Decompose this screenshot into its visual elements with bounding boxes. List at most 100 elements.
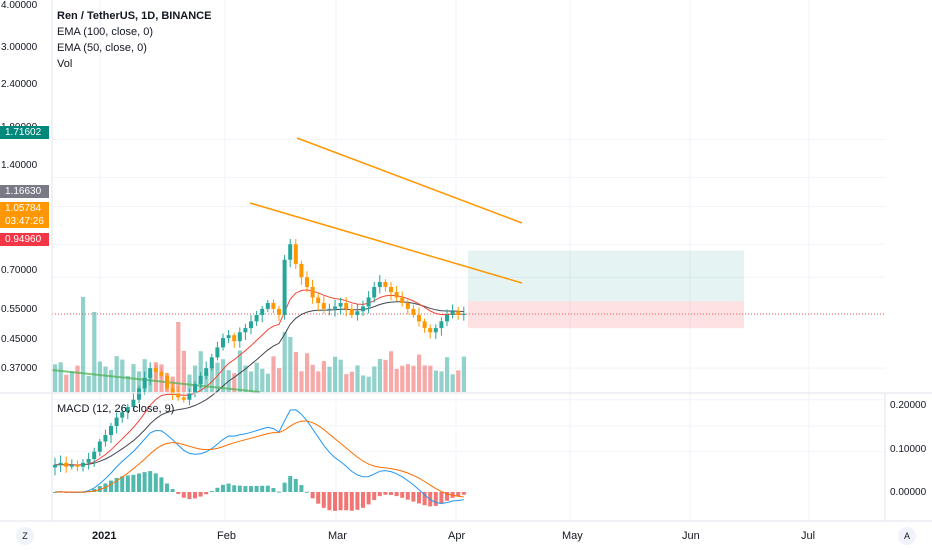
timezone-button[interactable]: Z [16, 527, 34, 545]
candle-body [181, 397, 186, 400]
candle-body [187, 392, 192, 400]
macd-histogram-bar [461, 492, 466, 495]
time-tick-label: Jul [801, 530, 816, 542]
macd-histogram-bar [254, 485, 259, 492]
candle-body [338, 303, 343, 307]
candle-body [58, 462, 63, 465]
macd-histogram-bar [305, 491, 309, 493]
candle-body [383, 282, 388, 287]
candle-body [422, 321, 427, 329]
price-tick-label: 2.40000 [1, 79, 38, 90]
candle-body [271, 303, 276, 309]
volume-bar [400, 365, 405, 392]
candle-body [361, 306, 365, 312]
symbol-title[interactable]: Ren / TetherUS, 1D, BINANCE [57, 10, 212, 22]
candle-body [81, 462, 85, 467]
candle-body [120, 412, 125, 418]
candle-body [344, 303, 349, 309]
volume-bar [383, 359, 388, 392]
volume-bar [344, 374, 349, 392]
macd-tick-label: 0.10000 [890, 444, 927, 455]
macd-histogram-bar [383, 492, 388, 495]
macd-histogram-bar [366, 492, 371, 505]
macd-legend[interactable]: MACD (12, 26, close, 9) [57, 403, 175, 415]
candle-body [153, 368, 158, 372]
macd-histogram-bar [232, 485, 237, 492]
candle-body [53, 464, 57, 468]
price-tick-label: 3.00000 [1, 42, 38, 53]
candle-body [299, 263, 304, 278]
candle-body [349, 308, 354, 315]
ema100-legend[interactable]: EMA (100, close, 0) [57, 26, 153, 38]
macd-histogram-bar [176, 492, 181, 494]
ema-price-tag: 1.16630 [0, 185, 49, 198]
volume-bar [243, 365, 248, 392]
candle-body [114, 417, 119, 427]
volume-bar [75, 365, 80, 392]
macd-histogram-bar [338, 492, 343, 511]
volume-bar [349, 371, 354, 392]
candle-body [109, 426, 113, 436]
target-zone [468, 250, 744, 302]
macd-histogram-bar [456, 492, 461, 497]
macd-histogram-bar [148, 471, 153, 492]
time-tick-label: 2021 [92, 530, 117, 542]
volume-bar [254, 362, 259, 392]
candle-body [221, 338, 225, 348]
candle-body [64, 462, 69, 467]
volume-bar [120, 359, 125, 392]
volume-bar [97, 361, 102, 392]
volume-bar [327, 366, 332, 392]
trend-channel[interactable] [249, 137, 523, 284]
candle-body [293, 244, 298, 264]
volume-bar [260, 368, 265, 392]
price-tick-label: 4.00000 [1, 0, 38, 11]
ema50-legend[interactable]: EMA (50, close, 0) [57, 42, 147, 54]
macd-histogram-bar [299, 485, 304, 492]
bar-countdown-tag: 03:47:26 [0, 215, 49, 228]
volume-bar [428, 365, 433, 392]
volume-bar [86, 375, 91, 392]
volume-bar [92, 312, 97, 392]
volume-bar [321, 361, 326, 392]
position-tool[interactable] [52, 250, 885, 329]
macd-histogram-bar [293, 478, 298, 492]
candle-body [198, 375, 203, 385]
candle-body [394, 292, 399, 298]
volume-bar [176, 322, 181, 392]
candle-body [450, 311, 455, 315]
volume-bar [282, 332, 287, 392]
macd-histogram-bar [114, 477, 119, 492]
candle-body [456, 311, 461, 315]
macd-histogram-bar [394, 492, 399, 497]
candle-body [69, 464, 74, 467]
volume-bar [461, 356, 466, 392]
macd-histogram-bar [433, 492, 438, 506]
candle-body [125, 407, 130, 413]
macd-histogram-bar [260, 485, 265, 492]
price-tick-label: 0.55000 [1, 304, 38, 315]
candle-body [209, 357, 214, 369]
volume-bar [333, 356, 338, 392]
macd-histogram-bar [400, 492, 405, 498]
volume-bar [355, 365, 360, 392]
candle-body [103, 435, 108, 442]
volume-bar [445, 357, 450, 392]
volume-bar [417, 354, 422, 392]
macd-histogram-bar [422, 492, 427, 506]
volume-bar [81, 297, 86, 392]
candle-body [92, 451, 97, 459]
volume-bar [422, 365, 427, 392]
macd-histogram-bar [333, 492, 337, 511]
current-price-tag: 1.05784 [0, 202, 49, 215]
candle-body [389, 286, 393, 293]
macd-histogram-bar [209, 491, 214, 493]
macd-histogram-bar [277, 491, 281, 493]
ema100-line [54, 301, 464, 466]
price-tick-label: 1.40000 [1, 160, 38, 171]
candle-body [237, 332, 242, 342]
volume-bar [103, 366, 108, 392]
auto-scale-button[interactable]: A [898, 527, 916, 545]
vol-legend[interactable]: Vol [57, 58, 73, 70]
